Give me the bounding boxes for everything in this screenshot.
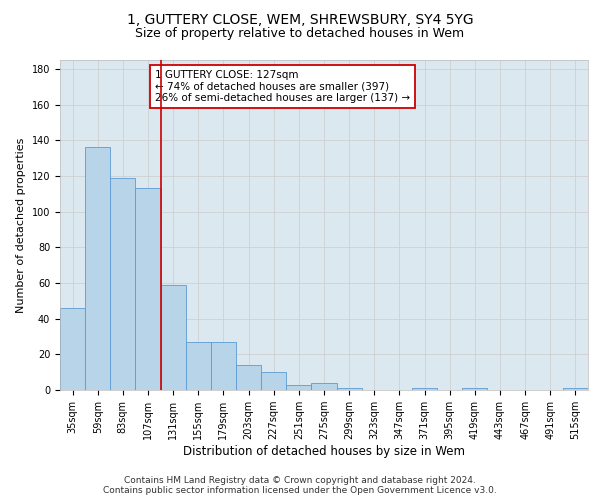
- Bar: [136, 188, 161, 390]
- Bar: [311, 383, 337, 390]
- Bar: [563, 388, 588, 390]
- X-axis label: Distribution of detached houses by size in Wem: Distribution of detached houses by size …: [183, 445, 465, 458]
- Text: 1, GUTTERY CLOSE, WEM, SHREWSBURY, SY4 5YG: 1, GUTTERY CLOSE, WEM, SHREWSBURY, SY4 5…: [127, 12, 473, 26]
- Text: Contains HM Land Registry data © Crown copyright and database right 2024.
Contai: Contains HM Land Registry data © Crown c…: [103, 476, 497, 495]
- Bar: [337, 388, 362, 390]
- Bar: [286, 384, 311, 390]
- Bar: [161, 285, 186, 390]
- Bar: [412, 388, 437, 390]
- Bar: [462, 388, 487, 390]
- Bar: [186, 342, 211, 390]
- Bar: [261, 372, 286, 390]
- Text: Size of property relative to detached houses in Wem: Size of property relative to detached ho…: [136, 28, 464, 40]
- Bar: [110, 178, 136, 390]
- Bar: [236, 365, 261, 390]
- Bar: [211, 342, 236, 390]
- Y-axis label: Number of detached properties: Number of detached properties: [16, 138, 26, 312]
- Bar: [85, 148, 110, 390]
- Text: 1 GUTTERY CLOSE: 127sqm
← 74% of detached houses are smaller (397)
26% of semi-d: 1 GUTTERY CLOSE: 127sqm ← 74% of detache…: [155, 70, 410, 103]
- Bar: [60, 308, 85, 390]
